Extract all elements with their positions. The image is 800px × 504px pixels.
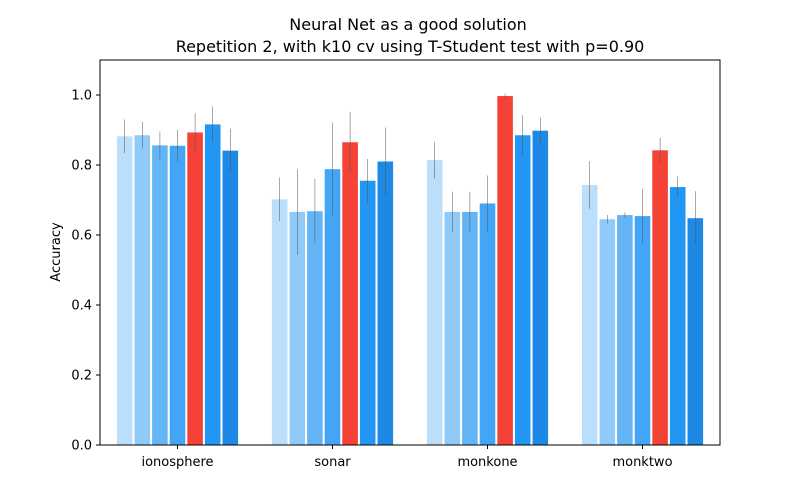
bar: [426, 160, 443, 445]
bar: [497, 96, 513, 446]
y-axis: 0.0 0.2 0.4 0.6 0.8 1.0: [71, 89, 100, 454]
bar: [204, 124, 221, 446]
bar: [271, 199, 288, 445]
chart-subtitle: Repetition 2, with k10 cv using T-Studen…: [176, 37, 645, 56]
x-tick-label: monktwo: [612, 455, 672, 470]
y-tick-label: 0.8: [71, 159, 92, 174]
x-axis: ionosphere sonar monkone monktwo: [141, 445, 673, 470]
bars-layer: [116, 96, 704, 446]
x-tick-label: sonar: [314, 455, 351, 470]
bar: [462, 211, 478, 445]
bar: [532, 130, 549, 445]
axes-frame: [99, 59, 721, 446]
bar: [116, 136, 133, 446]
bar: [444, 211, 461, 445]
bar: [289, 211, 306, 445]
bar: [581, 184, 598, 445]
bar: [307, 211, 323, 445]
bar: [669, 187, 686, 446]
y-tick-label: 0.0: [71, 439, 92, 454]
bar: [687, 218, 704, 445]
y-axis-label: Accuracy: [49, 222, 64, 282]
bar: [599, 219, 616, 445]
bar: [222, 150, 239, 445]
y-tick-label: 0.4: [71, 299, 92, 314]
bar: [514, 135, 531, 445]
bar: [187, 132, 203, 445]
y-tick-label: 0.6: [71, 229, 92, 244]
bar: [324, 169, 341, 445]
bar: [359, 180, 376, 445]
y-tick-label: 1.0: [71, 89, 92, 104]
bar: [152, 145, 168, 445]
x-tick-label: monkone: [457, 455, 517, 470]
bar: [634, 216, 651, 445]
bar: [169, 145, 186, 445]
chart-title: Neural Net as a good solution: [289, 15, 527, 34]
bar: [652, 150, 668, 446]
bar: [479, 203, 496, 445]
x-tick-label: ionosphere: [141, 455, 213, 470]
errorbars-layer: [124, 93, 696, 255]
y-tick-label: 0.2: [71, 369, 92, 384]
bar: [617, 215, 633, 445]
bar: [134, 135, 151, 445]
bar: [342, 142, 358, 445]
bar: [377, 161, 394, 445]
